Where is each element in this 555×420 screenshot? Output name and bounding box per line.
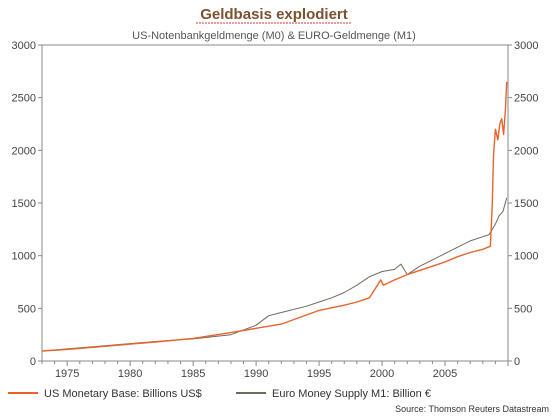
chart-title: Geldbasis explodiert	[200, 6, 348, 23]
x-tick-label: 1985	[181, 368, 205, 380]
legend-label-us: US Monetary Base: Billions US$	[44, 388, 202, 400]
x-tick-label: 1990	[244, 368, 268, 380]
x-tick-label: 1995	[307, 368, 331, 380]
y-tick-label-right: 1000	[514, 251, 538, 263]
y-tick-label-left: 2000	[12, 145, 36, 157]
chart-subtitle: US-Notenbankgeldmenge (M0) & EURO-Geldme…	[132, 30, 416, 42]
source-note: Source: Thomson Reuters Datastream	[395, 404, 549, 414]
y-tick-label-right: 2000	[514, 145, 538, 157]
y-tick-label-left: 1500	[12, 198, 36, 210]
y-tick-label-right: 500	[514, 303, 532, 315]
x-tick-label: 1975	[55, 368, 79, 380]
y-tick-label-left: 2500	[12, 93, 36, 105]
x-tick-label: 2000	[370, 368, 394, 380]
legend-label-euro: Euro Money Supply M1: Billion €	[272, 388, 431, 400]
y-tick-label-right: 2500	[514, 93, 538, 105]
series-line-us-monetary-base	[41, 81, 508, 352]
y-tick-label-left: 3000	[12, 40, 36, 52]
x-tick-label: 2005	[433, 368, 457, 380]
y-tick-label-right: 0	[514, 356, 520, 368]
y-tick-label-left: 1000	[12, 251, 36, 263]
plot-area: 0 0 500 500 1000 1000 1500 1500 2000 2000 2500 2500…	[12, 40, 539, 380]
series-line-euro-m1	[41, 197, 508, 352]
legend: US Monetary Base: Billions US$ Euro Mone…	[8, 388, 431, 400]
y-tick-label-right: 3000	[514, 40, 538, 52]
y-tick-label-left: 0	[30, 356, 36, 368]
x-tick-label: 1980	[118, 368, 142, 380]
y-tick-label-right: 1500	[514, 198, 538, 210]
y-tick-label-left: 500	[18, 303, 36, 315]
